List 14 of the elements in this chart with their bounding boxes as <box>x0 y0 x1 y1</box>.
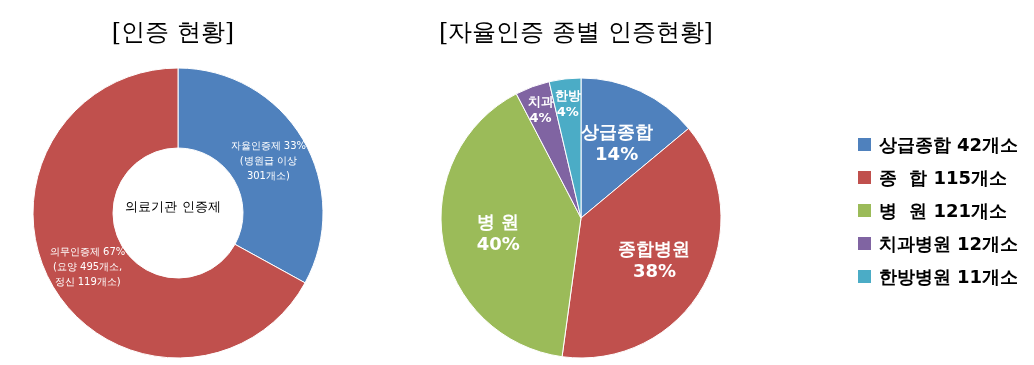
legend-label: 치과병원 12개소 <box>878 231 1018 256</box>
slice-label: 의무인증제 67% (요양 495개소, 정신 119개소) <box>49 245 126 287</box>
data-label: 치과 4% <box>527 93 554 125</box>
text: 의료기관 인증제 <box>124 198 222 216</box>
slice-label: 자율인증제 33% (병원급 이상 301개소) <box>230 139 307 181</box>
legend-label: 상급종합 42개소 <box>878 132 1018 157</box>
chart-title: [자율인증 종별 인증현황] <box>438 17 714 48</box>
data-label: 종합병원 38% <box>618 237 691 281</box>
data-label: 병 원 40% <box>476 210 520 254</box>
chart-title: [인증 현황] <box>110 17 236 48</box>
data-label: 한방 4% <box>554 87 581 119</box>
legend-label: 종 합 115개소 <box>878 165 1008 190</box>
legend-label: 병 원 121개소 <box>878 198 1008 223</box>
legend-label: 한방병원 11개소 <box>878 264 1018 289</box>
